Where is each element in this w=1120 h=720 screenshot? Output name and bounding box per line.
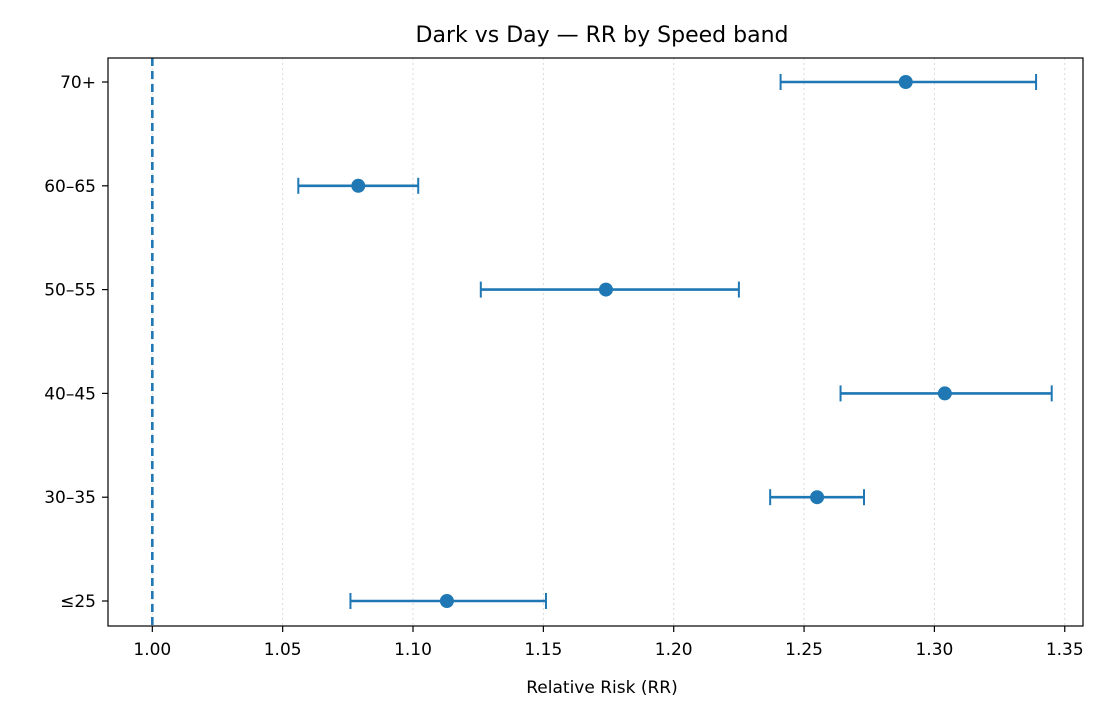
chart-title: Dark vs Day — RR by Speed band [416, 23, 789, 48]
data-points [351, 75, 952, 608]
x-tick-label: 1.20 [655, 640, 693, 660]
y-axis-ticks: ≤25 30–35 40–45 50–55 60–65 70+ [44, 73, 108, 612]
y-tick-label: 60–65 [44, 177, 96, 197]
data-point [439, 594, 454, 608]
x-tick-label: 1.35 [1046, 640, 1084, 660]
data-point [598, 282, 613, 297]
error-bars [297, 74, 1053, 609]
data-point [898, 75, 913, 89]
y-tick-label: ≤25 [60, 592, 96, 612]
y-tick-label: 30–35 [44, 488, 96, 508]
x-tick-label: 1.25 [785, 640, 823, 660]
y-tick-label: 50–55 [44, 281, 96, 301]
x-tick-label: 1.15 [524, 640, 562, 660]
y-tick-label: 70+ [60, 73, 96, 93]
data-point [810, 490, 825, 505]
x-tick-label: 1.30 [915, 640, 953, 660]
x-tick-label: 1.00 [133, 640, 171, 660]
x-tick-label: 1.10 [394, 640, 432, 660]
x-axis-label: Relative Risk (RR) [526, 678, 678, 698]
data-point [351, 178, 366, 193]
plot-frame [107, 57, 1084, 627]
data-point [937, 386, 952, 401]
y-tick-label: 40–45 [44, 384, 96, 404]
x-tick-label: 1.05 [264, 640, 302, 660]
grid-lines [151, 58, 1066, 626]
x-axis-ticks: 1.00 1.05 1.10 1.15 1.20 1.25 1.30 1.35 [133, 626, 1084, 660]
